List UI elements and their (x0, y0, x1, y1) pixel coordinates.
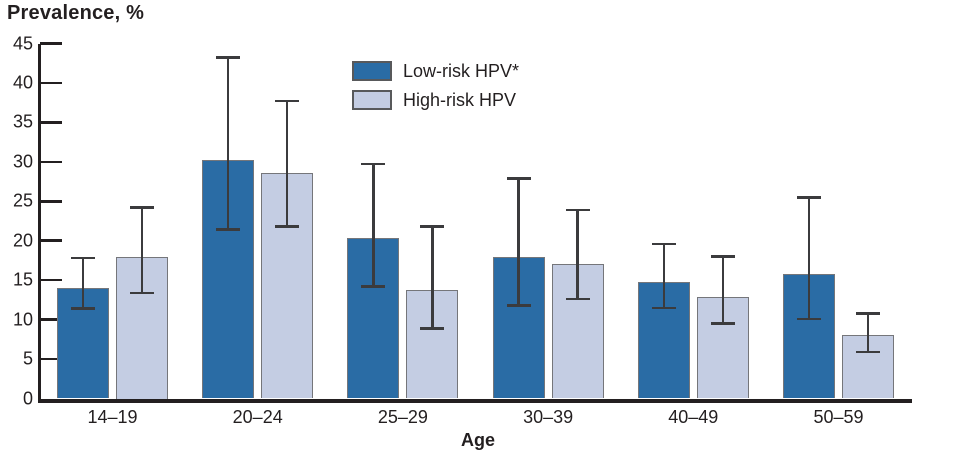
error-bar-line-low-risk-25–29 (372, 164, 375, 287)
error-bar-cap-top-high-risk-30–39 (565, 208, 590, 212)
y-tick-label: 45 (12, 33, 33, 53)
error-bar-line-high-risk-14–19 (140, 207, 144, 293)
error-bar-cap-bottom-low-risk-25–29 (361, 285, 386, 288)
y-tick (40, 42, 62, 45)
error-bar-cap-bottom-high-risk-25–29 (420, 327, 445, 330)
y-tick-label: 20 (12, 230, 33, 251)
y-tick-label: 40 (12, 72, 33, 93)
error-bar-cap-top-low-risk-40–49 (651, 242, 676, 246)
error-bar-line-high-risk-20–24 (285, 101, 289, 227)
error-bar-cap-top-low-risk-20–24 (216, 56, 241, 59)
error-bar-cap-top-high-risk-25–29 (420, 225, 445, 228)
error-bar-cap-bottom-low-risk-14–19 (71, 307, 95, 310)
x-tick-label: 30–39 (523, 407, 574, 427)
y-tick-label: 35 (12, 111, 33, 132)
error-bar-cap-bottom-high-risk-14–19 (130, 291, 154, 295)
error-bar-cap-top-high-risk-40–49 (710, 255, 735, 258)
legend-swatch-low-risk (352, 61, 392, 81)
x-axis-title: Age (460, 430, 495, 450)
legend-label-high-risk: High-risk HPV (403, 89, 517, 110)
error-bar-cap-top-high-risk-14–19 (130, 206, 154, 209)
y-tick-label: 0 (22, 388, 33, 408)
y-tick (40, 357, 62, 361)
error-bar-cap-top-low-risk-30–39 (506, 177, 531, 180)
error-bar-cap-top-low-risk-25–29 (361, 162, 386, 166)
error-bar-line-low-risk-40–49 (662, 243, 666, 308)
error-bar-line-low-risk-20–24 (226, 57, 230, 230)
error-bar-cap-bottom-low-risk-30–39 (506, 304, 531, 307)
legend-swatch-high-risk (352, 90, 392, 110)
error-bar-cap-bottom-high-risk-20–24 (275, 225, 300, 228)
error-bar-cap-top-low-risk-14–19 (71, 256, 95, 260)
error-bar-cap-top-high-risk-50–59 (856, 312, 880, 315)
y-tick (40, 81, 62, 85)
y-tick (40, 121, 62, 124)
y-tick (40, 200, 62, 203)
x-tick-label: 40–49 (668, 407, 719, 427)
error-bar-cap-bottom-low-risk-40–49 (651, 306, 676, 310)
error-bar-cap-bottom-high-risk-40–49 (710, 322, 735, 325)
error-bar-cap-top-high-risk-20–24 (275, 99, 300, 103)
legend-item-high-risk: High-risk HPV (352, 89, 519, 111)
error-bar-line-low-risk-30–39 (517, 178, 520, 306)
legend: Low-risk HPV* High-risk HPV (352, 60, 519, 118)
error-bar-cap-bottom-high-risk-50–59 (856, 350, 880, 354)
error-bar-line-high-risk-25–29 (431, 226, 434, 329)
y-tick (40, 318, 62, 321)
error-bar-cap-bottom-low-risk-50–59 (797, 317, 821, 321)
x-tick-label: 25–29 (377, 407, 428, 427)
y-tick-label: 10 (12, 309, 33, 330)
error-bar-cap-bottom-low-risk-20–24 (216, 228, 241, 231)
y-tick (40, 160, 62, 164)
legend-label-low-risk: Low-risk HPV* (403, 60, 520, 81)
y-tick-label: 25 (12, 190, 33, 211)
y-tick (40, 239, 62, 242)
error-bar-cap-top-low-risk-50–59 (797, 196, 821, 199)
y-tick-label: 15 (12, 269, 33, 290)
x-tick-label: 14–19 (87, 407, 138, 427)
error-bar-line-low-risk-14–19 (81, 258, 85, 309)
y-axis-line (37, 43, 41, 403)
x-tick-label: 20–24 (232, 407, 283, 427)
y-tick-label: 30 (12, 151, 33, 172)
error-bar-line-low-risk-50–59 (807, 197, 811, 319)
error-bar-cap-bottom-high-risk-30–39 (565, 297, 590, 301)
error-bar-line-high-risk-40–49 (721, 256, 725, 324)
error-bar-line-high-risk-30–39 (576, 209, 579, 300)
legend-item-low-risk: Low-risk HPV* (352, 60, 519, 82)
x-tick-label: 50–59 (813, 407, 864, 427)
y-tick-label: 5 (22, 348, 33, 369)
error-bar-line-high-risk-50–59 (866, 313, 870, 352)
y-tick (40, 278, 62, 282)
x-axis-line (37, 398, 912, 403)
y-axis-title: Prevalence, % (7, 2, 145, 24)
